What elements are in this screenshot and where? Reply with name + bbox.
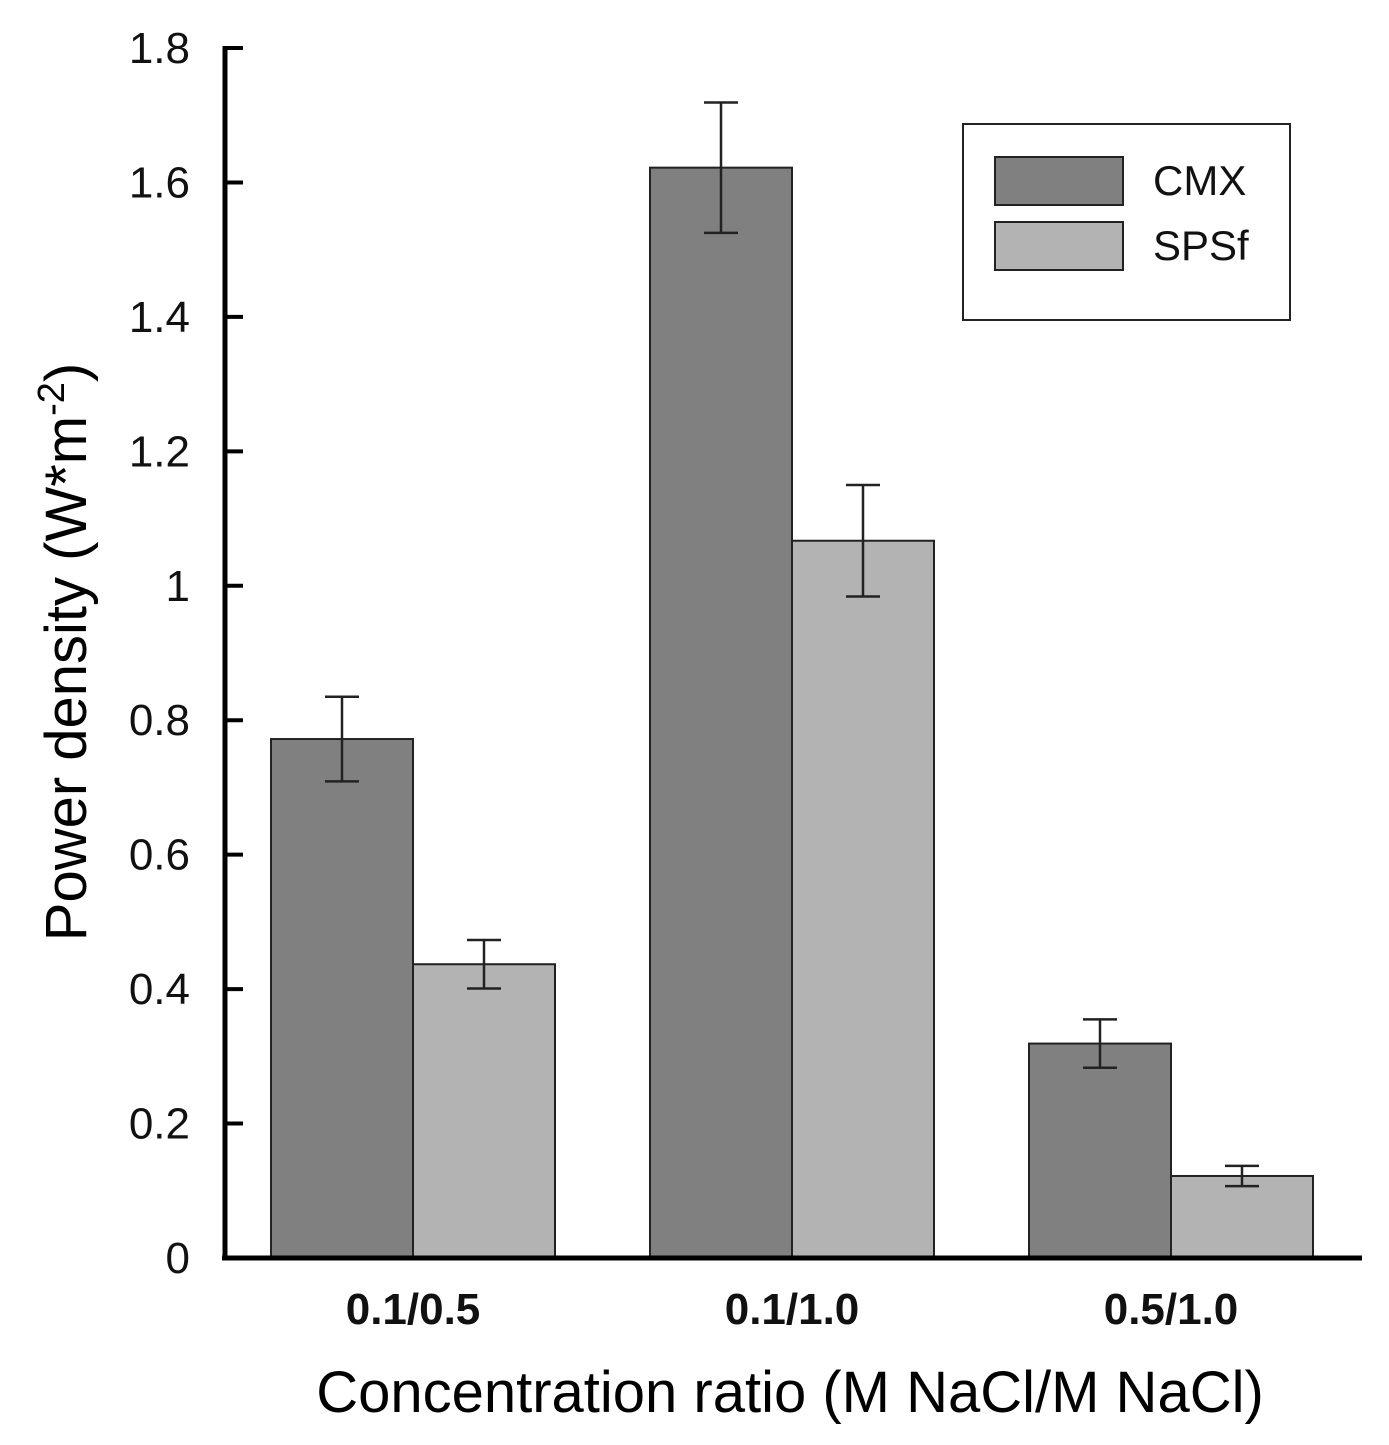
y-tick-label: 0.8 — [129, 696, 190, 745]
legend: CMX SPSf — [962, 123, 1291, 321]
error-bar-spsf-0 — [467, 938, 501, 990]
bars-layer — [270, 166, 1314, 1260]
y-axis-title-main: Power density (W*m — [34, 416, 99, 941]
error-bar-cmx-2 — [1083, 1018, 1117, 1070]
legend-swatch-spsf — [994, 221, 1124, 271]
error-bar-spsf-2 — [1225, 1164, 1259, 1188]
error-bar-cmx-0 — [325, 695, 359, 783]
y-tick-label: 0.2 — [129, 1100, 190, 1149]
y-tick-label: 1.8 — [129, 24, 190, 73]
y-tick-label: 1.4 — [129, 293, 190, 342]
error-bar-cmx-1 — [704, 101, 738, 235]
error-bar-spsf-1 — [846, 483, 880, 598]
y-tick-label: 1 — [166, 562, 190, 611]
legend-label-spsf: SPSf — [1153, 222, 1249, 269]
legend-label-cmx: CMX — [1153, 157, 1246, 204]
legend-swatch-cmx — [994, 156, 1124, 206]
bar-spsf-0 — [412, 963, 556, 1259]
bar-spsf-2 — [1170, 1174, 1314, 1259]
y-tick-label: 0 — [166, 1234, 190, 1283]
x-axis-title: Concentration ratio (M NaCl/M NaCl) — [316, 1360, 1264, 1425]
x-category-label: 0.1/1.0 — [725, 1285, 860, 1334]
error-bars-layer — [325, 101, 1259, 1188]
y-ticks-layer: 0 0.2 0.4 0.6 0.8 1 1.2 1.4 1.6 1.8 — [129, 24, 243, 1283]
bar-cmx-2 — [1028, 1042, 1172, 1260]
y-axis-title: Power density (W*m-2) — [31, 363, 99, 941]
x-category-label: 0.1/0.5 — [346, 1285, 481, 1334]
y-tick-label: 1.2 — [129, 427, 190, 476]
y-axis-title-superscript: -2 — [31, 382, 73, 416]
bar-cmx-1 — [649, 166, 793, 1260]
x-category-labels: 0.1/0.5 0.1/1.0 0.5/1.0 — [346, 1285, 1239, 1334]
y-tick-label: 0.4 — [129, 965, 190, 1014]
y-tick-label: 0.6 — [129, 831, 190, 880]
y-axis-title-end: ) — [34, 363, 99, 382]
bar-spsf-1 — [791, 539, 935, 1259]
y-tick-label: 1.6 — [129, 158, 190, 207]
bar-cmx-0 — [270, 738, 414, 1259]
x-category-label: 0.5/1.0 — [1104, 1285, 1239, 1334]
